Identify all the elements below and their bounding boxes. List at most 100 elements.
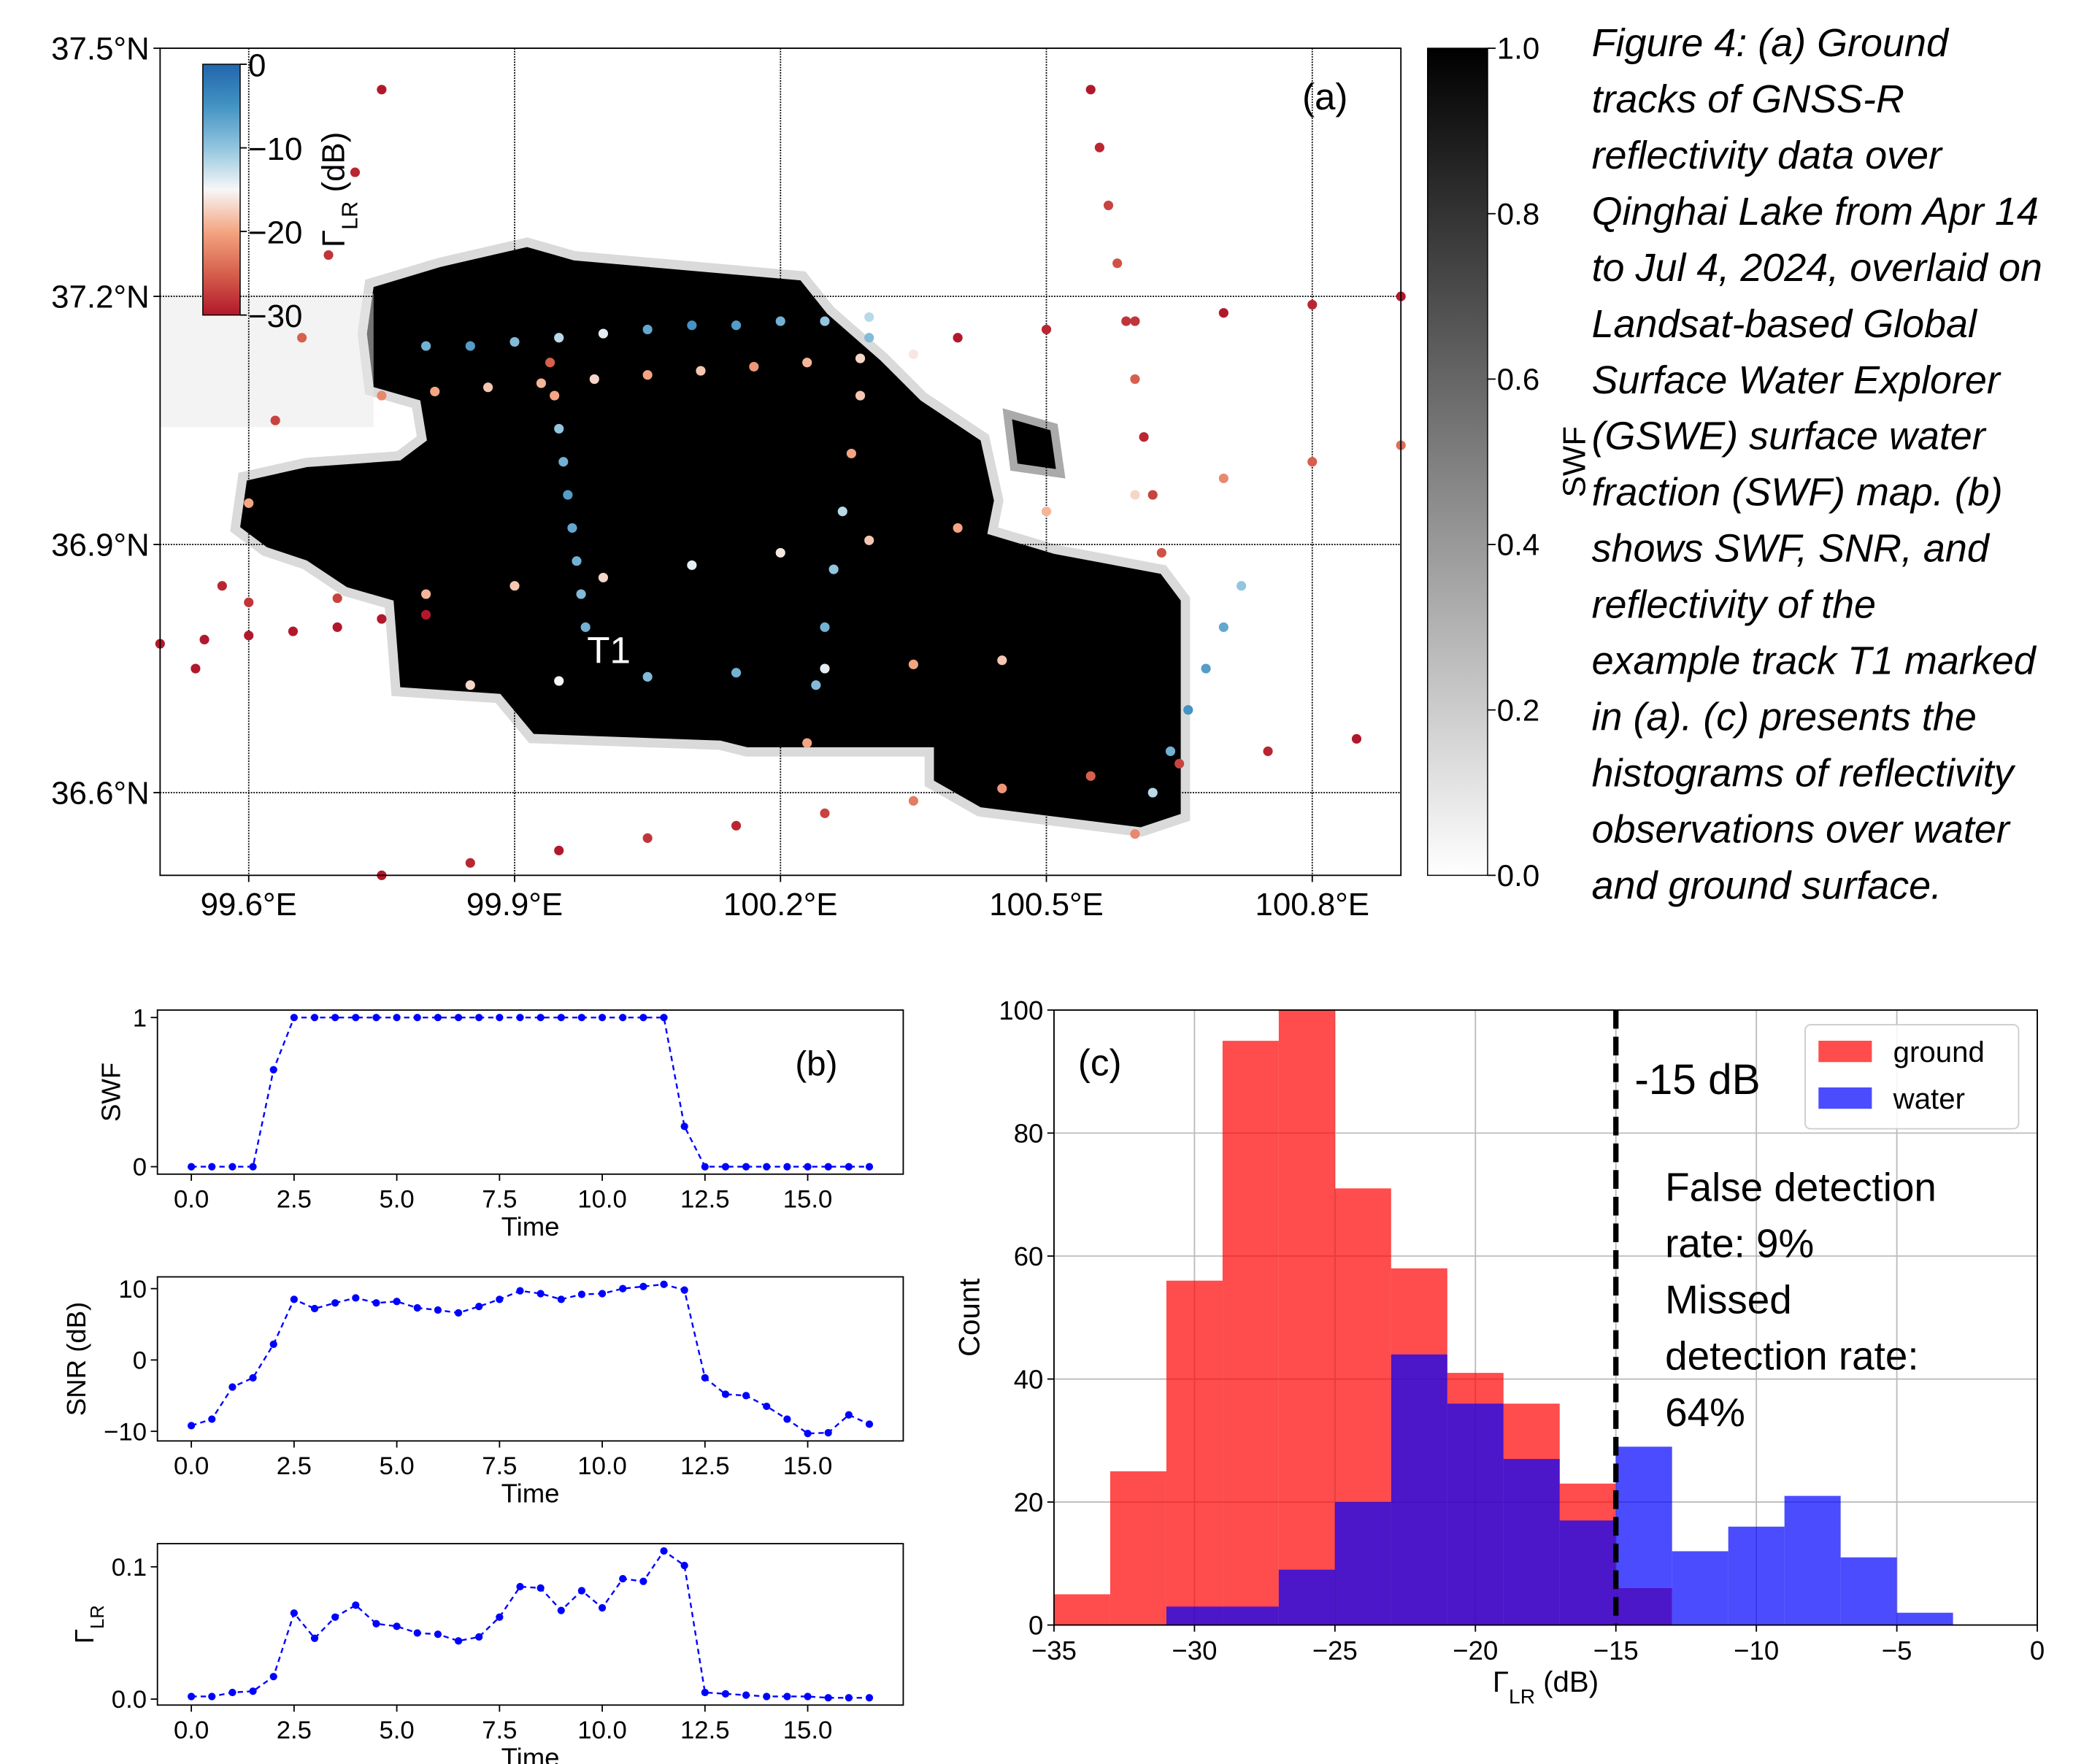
series-marker: [681, 1286, 688, 1293]
reflectivity-point: [1086, 771, 1096, 781]
reflectivity-point: [643, 370, 653, 380]
series-marker: [866, 1694, 873, 1701]
histogram-bar: [1560, 1520, 1616, 1625]
reflectivity-point: [643, 672, 653, 682]
reflectivity-point: [191, 663, 200, 673]
reflectivity-point: [1263, 747, 1272, 756]
reflectivity-point: [554, 333, 564, 342]
reflectivity-point: [864, 333, 874, 342]
panel-label: (a): [1302, 76, 1348, 118]
x-axis-label: Time: [501, 1478, 560, 1508]
series-marker: [331, 1614, 339, 1621]
reflectivity-point: [1148, 787, 1158, 797]
histogram-bar: [1728, 1527, 1785, 1625]
histogram-bar: [1166, 1281, 1223, 1625]
legend-label: water: [1893, 1082, 1965, 1115]
series-marker: [352, 1601, 359, 1609]
axis-label: ΓLR (dB): [316, 132, 363, 247]
axis-label: ΓLR (dB): [1493, 1665, 1599, 1708]
series-marker: [578, 1290, 585, 1298]
series-marker: [475, 1303, 482, 1310]
x-tick-label: 15.0: [783, 1185, 833, 1213]
series-marker: [393, 1622, 400, 1630]
x-tick-label: 15.0: [783, 1717, 833, 1744]
series-marker: [331, 1299, 339, 1306]
histogram-bar: [1223, 1606, 1279, 1625]
series-marker: [599, 1604, 606, 1611]
histogram-bar: [1504, 1459, 1560, 1625]
label-part: (dB): [316, 132, 352, 201]
series-marker: [722, 1390, 729, 1398]
caption-line: reflectivity of the: [1592, 583, 1876, 627]
reflectivity-point: [953, 523, 963, 533]
caption-line: reflectivity data over: [1592, 134, 1943, 177]
series-marker: [516, 1287, 523, 1294]
series-marker: [783, 1163, 791, 1170]
reflectivity-point: [855, 354, 865, 363]
series-marker: [763, 1163, 770, 1170]
caption-line: histograms of reflectivity: [1592, 751, 2016, 795]
series-marker: [434, 1630, 442, 1638]
series-marker: [270, 1066, 277, 1074]
axes-frame: [158, 1544, 904, 1705]
reflectivity-point: [377, 85, 386, 94]
reflectivity-point: [1307, 300, 1317, 309]
series-marker: [249, 1163, 256, 1170]
reflectivity-point: [244, 631, 253, 640]
series-marker: [475, 1633, 482, 1641]
reflectivity-point: [509, 337, 519, 347]
series-marker: [434, 1014, 442, 1021]
histogram-bar: [1335, 1502, 1391, 1625]
series-marker: [455, 1637, 462, 1644]
series-marker: [393, 1014, 400, 1021]
reflectivity-point: [749, 362, 758, 371]
x-tick-label: 5.0: [379, 1717, 414, 1744]
reflectivity-point: [1112, 258, 1122, 268]
y-tick-label: 1: [133, 1004, 147, 1032]
series-marker: [372, 1014, 380, 1021]
series-marker: [516, 1583, 523, 1590]
series-marker: [681, 1562, 688, 1569]
figure: Figure 4: (a) Groundtracks of GNSS-Rrefl…: [0, 0, 2092, 1764]
x-tick-label: 2.5: [277, 1452, 312, 1480]
reflectivity-point: [333, 623, 342, 632]
reflectivity-point: [909, 660, 918, 669]
x-tick-label: 5.0: [379, 1185, 414, 1213]
series-marker: [455, 1014, 462, 1021]
x-tick-label: 5.0: [379, 1452, 414, 1480]
reflectivity-point: [847, 449, 856, 458]
reflectivity-point: [1166, 747, 1175, 756]
reflectivity-point: [509, 581, 519, 590]
series-marker: [619, 1285, 626, 1293]
reflectivity-point: [776, 548, 785, 558]
histogram-bar: [1616, 1447, 1672, 1625]
legend-swatch: [1818, 1041, 1872, 1062]
series-marker: [660, 1281, 667, 1288]
series-marker: [639, 1283, 647, 1290]
series-marker: [599, 1014, 606, 1021]
histogram-bar: [1279, 1570, 1335, 1625]
caption-line: tracks of GNSS-R: [1592, 77, 1904, 121]
reflectivity-point: [599, 573, 608, 582]
reflectivity-point: [466, 858, 475, 868]
reflectivity-point: [288, 626, 298, 636]
y-tick-label: 37.5°N: [51, 31, 150, 66]
reflectivity-point: [687, 320, 696, 330]
colorbar-tick-label: 0: [248, 48, 266, 84]
x-tick-label: 100.5°E: [989, 887, 1104, 923]
lake-layer: [160, 247, 1180, 827]
series-marker: [639, 1014, 647, 1021]
label-part: LR: [88, 1605, 108, 1629]
series-marker: [845, 1694, 853, 1701]
caption-line: (GSWE) surface water: [1592, 415, 1987, 458]
x-tick-label: 0.0: [174, 1452, 209, 1480]
reflectivity-point: [421, 589, 431, 598]
reflectivity-point: [599, 329, 608, 339]
reflectivity-point: [545, 358, 555, 367]
series-marker: [845, 1411, 853, 1419]
series-marker: [393, 1298, 400, 1305]
reflectivity-point: [554, 846, 564, 855]
y-tick-label: −10: [104, 1418, 147, 1446]
series-marker: [208, 1415, 215, 1422]
reflectivity-point: [567, 523, 577, 533]
